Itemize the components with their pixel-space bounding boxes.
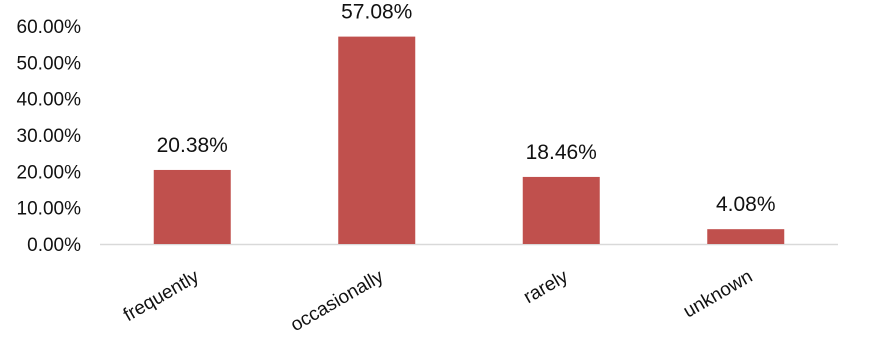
y-tick-label: 30.00% <box>17 126 82 147</box>
category-label-frequently: frequently <box>120 266 203 326</box>
y-tick-label: 40.00% <box>17 90 82 111</box>
bar-occasionally <box>338 36 416 245</box>
category-label-unknown: unknown <box>680 266 756 322</box>
bars <box>153 36 785 245</box>
y-tick-label: 50.00% <box>17 53 82 74</box>
y-tick-label: 20.00% <box>17 162 82 183</box>
bar-unknown <box>707 229 785 244</box>
category-label-occasionally: occasionally <box>287 266 388 336</box>
data-labels: 20.38% 57.08% 18.46% 4.08% <box>157 1 776 217</box>
data-label-frequently: 20.38% <box>157 134 228 157</box>
category-label-rarely: rarely <box>520 266 572 308</box>
category-labels: frequently occasionally rarely unknown <box>120 266 756 336</box>
data-label-unknown: 4.08% <box>716 193 776 216</box>
data-label-rarely: 18.46% <box>526 141 597 164</box>
y-tick-label: 0.00% <box>27 235 81 256</box>
bar-frequently <box>153 169 231 244</box>
y-tick-label: 10.00% <box>17 199 82 220</box>
bar-rarely <box>522 176 600 244</box>
y-tick-label: 60.00% <box>17 17 82 38</box>
data-label-occasionally: 57.08% <box>341 1 412 24</box>
y-axis-ticks: 0.00% 10.00% 20.00% 30.00% 40.00% 50.00% 60.00… <box>17 17 82 256</box>
